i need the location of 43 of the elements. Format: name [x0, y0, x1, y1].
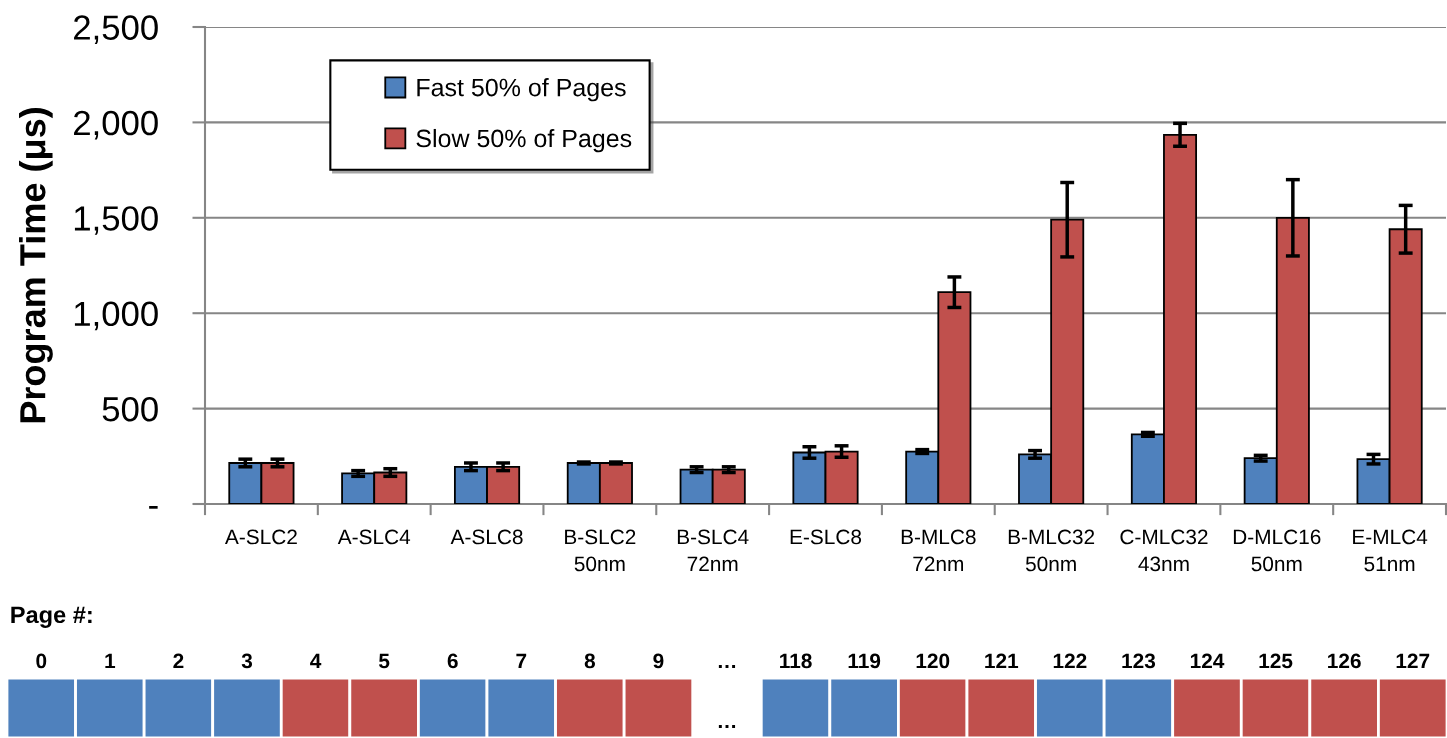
x-tick-label: 118: [780, 653, 812, 669]
x-tick-label: 2: [173, 653, 184, 669]
x-tick-label: A-SLC2: [224, 529, 297, 545]
y-tick-label: 1,500: [74, 206, 158, 235]
x-tick-label: 123: [1122, 653, 1156, 669]
x-tick-label: E-SLC8: [790, 529, 862, 545]
x-tick-label: 122: [1053, 653, 1087, 669]
x-tick-label: …: [718, 665, 736, 669]
annotation: …: [718, 725, 736, 729]
y-tick-label: 1,000: [74, 301, 158, 331]
x-tick-label: 9: [653, 653, 664, 669]
x-tick-label: B-SLC2 50nm: [565, 529, 636, 572]
x-tick-label: 120: [916, 653, 950, 669]
x-tick-label: 126: [1328, 653, 1361, 669]
x-tick-label: D-MLC16 50nm: [1233, 529, 1321, 572]
x-tick-label: A-SLC8: [450, 529, 523, 545]
x-tick-label: 119: [848, 653, 881, 669]
x-tick-label: 1: [105, 653, 116, 669]
x-tick-label: 121: [985, 653, 1019, 669]
x-tick-label: 8: [584, 653, 596, 669]
x-tick-label: 5: [378, 653, 390, 669]
chart-title: Page #:: [11, 606, 92, 628]
y-tick-label: 2,000: [74, 110, 158, 140]
x-tick-label: A-SLC4: [337, 529, 411, 545]
y-tick-label: 500: [102, 396, 158, 422]
x-tick-label: 4: [310, 653, 322, 669]
legend-label: Fast 50% of Pages: [417, 78, 626, 102]
x-tick-label: B-SLC4 72nm: [677, 529, 749, 572]
x-tick-label: 7: [516, 653, 527, 669]
x-tick-label: B-MLC32 50nm: [1008, 529, 1095, 572]
x-tick-label: 6: [447, 653, 458, 669]
y-axis-title: Program Time (μs): [19, 108, 53, 423]
legend-label: Slow 50% of Pages: [416, 128, 632, 153]
x-tick-label: 127: [1396, 653, 1430, 669]
x-tick-label: 0: [36, 653, 47, 669]
x-tick-label: E-MLC4 51nm: [1353, 529, 1428, 572]
x-tick-label: C-MLC32 43nm: [1120, 529, 1208, 572]
x-tick-label: 125: [1259, 653, 1293, 669]
x-tick-label: 124: [1190, 653, 1225, 669]
y-tick-label: 2,500: [74, 15, 158, 45]
x-tick-label: 3: [241, 653, 253, 669]
y-tick-label: -: [149, 506, 158, 509]
x-tick-label: B-MLC8 72nm: [901, 529, 976, 572]
